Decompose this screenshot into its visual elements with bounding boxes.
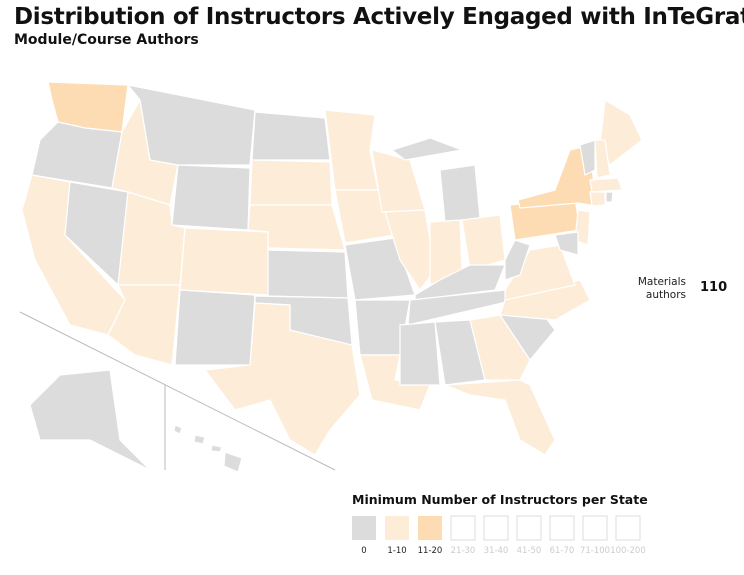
legend-swatch	[582, 515, 608, 541]
legend-label: 61-70	[550, 546, 575, 556]
state	[29, 369, 151, 471]
state	[594, 139, 611, 179]
legend-swatch	[483, 515, 509, 541]
state	[247, 204, 346, 251]
state	[390, 137, 465, 161]
state	[267, 249, 349, 299]
legend-label: 31-40	[484, 546, 509, 556]
state	[599, 99, 643, 166]
state	[173, 424, 183, 435]
title: Distribution of Instructors Actively Eng…	[14, 4, 744, 30]
state	[439, 164, 481, 223]
legend-swatch	[418, 516, 442, 540]
state	[223, 451, 243, 473]
legend-label: 1-10	[387, 546, 406, 556]
state	[179, 227, 269, 296]
state	[324, 109, 379, 191]
legend-label: 11-20	[418, 546, 443, 556]
state	[574, 209, 591, 246]
state	[461, 214, 506, 271]
legend-swatch	[352, 516, 376, 540]
legend-label: 0	[361, 546, 366, 556]
legend-swatch	[549, 515, 575, 541]
state	[589, 177, 623, 193]
legend-swatch	[615, 515, 641, 541]
state	[384, 209, 436, 292]
legend-swatch	[516, 515, 542, 541]
legend-label: 71-100	[580, 546, 610, 556]
legend-title: Minimum Number of Instructors per State	[352, 492, 648, 507]
state	[579, 139, 596, 176]
subtitle: Module/Course Authors	[14, 32, 199, 48]
state	[589, 191, 606, 207]
state	[193, 434, 206, 445]
state	[504, 239, 531, 281]
state	[517, 144, 597, 209]
state	[210, 444, 223, 453]
state	[174, 289, 256, 366]
inset-divider	[19, 311, 336, 471]
state	[203, 302, 361, 456]
legend-label: 41-50	[517, 546, 542, 556]
state	[554, 231, 579, 256]
state	[171, 164, 251, 231]
annotation-value: 110	[700, 280, 728, 295]
state	[251, 111, 331, 161]
legend-label: 21-30	[451, 546, 476, 556]
state	[605, 191, 614, 203]
state	[249, 159, 333, 206]
annotation-label: Materials authors	[637, 276, 686, 301]
legend-swatch	[450, 515, 476, 541]
state	[399, 321, 441, 386]
legend-swatch	[385, 516, 409, 540]
state	[469, 314, 531, 381]
state	[371, 149, 426, 213]
legend-label: 100-200	[610, 546, 646, 556]
state	[444, 379, 556, 456]
